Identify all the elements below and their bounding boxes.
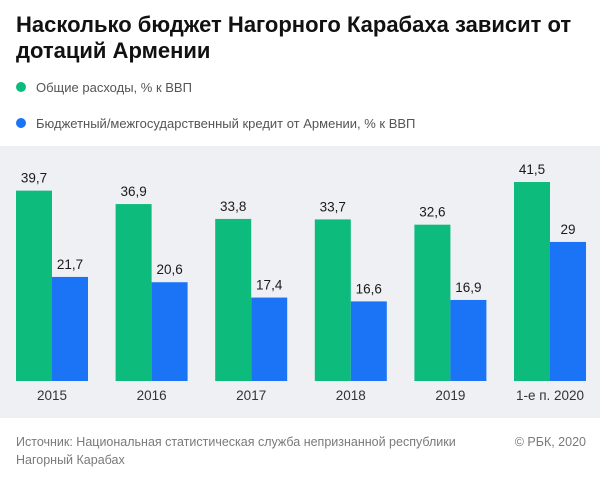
bar-credit-1: [151, 282, 188, 381]
bar-credit-5: [550, 241, 586, 381]
bar-credit-2: [251, 297, 288, 381]
legend-item-expenses: Общие расходы, % к ВВП: [16, 79, 415, 95]
x-tick-label-4: 2019: [435, 388, 465, 403]
legend-label-expenses: Общие расходы, % к ВВП: [36, 79, 192, 95]
data-label-credit-5: 29: [560, 222, 575, 237]
bar-expenses-2: [215, 218, 252, 381]
legend-item-credit: Бюджетный/межгосударственный кредит от А…: [16, 115, 415, 131]
bar-credit-0: [52, 276, 88, 381]
bar-expenses-1: [115, 204, 152, 381]
data-label-credit-2: 17,4: [256, 278, 283, 293]
legend: Общие расходы, % к ВВП Бюджетный/межгосу…: [16, 79, 415, 151]
data-label-expenses-4: 32,6: [419, 205, 445, 220]
data-label-expenses-2: 33,8: [220, 199, 246, 214]
chart-background: [0, 146, 600, 418]
bar-expenses-4: [414, 224, 451, 381]
data-label-expenses-1: 36,9: [120, 184, 146, 199]
data-label-expenses-5: 41,5: [519, 162, 545, 177]
data-label-expenses-0: 39,7: [21, 171, 47, 186]
bar-expenses-5: [514, 182, 550, 381]
bar-credit-4: [450, 299, 487, 381]
data-label-credit-3: 16,6: [356, 281, 382, 296]
legend-label-credit: Бюджетный/межгосударственный кредит от А…: [36, 115, 416, 131]
x-tick-label-5: 1-е п. 2020: [516, 388, 584, 403]
x-tick-label-3: 2018: [336, 388, 366, 403]
legend-dot-blue-icon: [16, 118, 26, 128]
copyright: © РБК, 2020: [514, 435, 586, 449]
source-note: Источник: Национальная статистическая сл…: [16, 435, 456, 467]
bar-credit-3: [350, 301, 387, 381]
legend-dot-green-icon: [16, 82, 26, 92]
x-tick-label-0: 2015: [37, 388, 67, 403]
data-label-credit-1: 20,6: [156, 262, 182, 277]
bar-expenses-3: [314, 219, 351, 381]
x-tick-label-1: 2016: [137, 388, 167, 403]
data-label-credit-4: 16,9: [455, 280, 481, 295]
chart-title: Насколько бюджет Нагорного Карабаха зави…: [16, 12, 572, 63]
bar-expenses-0: [16, 190, 52, 381]
data-label-expenses-3: 33,7: [320, 199, 346, 214]
bar-chart: 39,7 21,7 2015 36,9 20,6 2016 33,8 17,4 2017 33,7…: [16, 162, 586, 403]
x-tick-label-2: 2017: [236, 388, 266, 403]
data-label-credit-0: 21,7: [57, 257, 83, 272]
